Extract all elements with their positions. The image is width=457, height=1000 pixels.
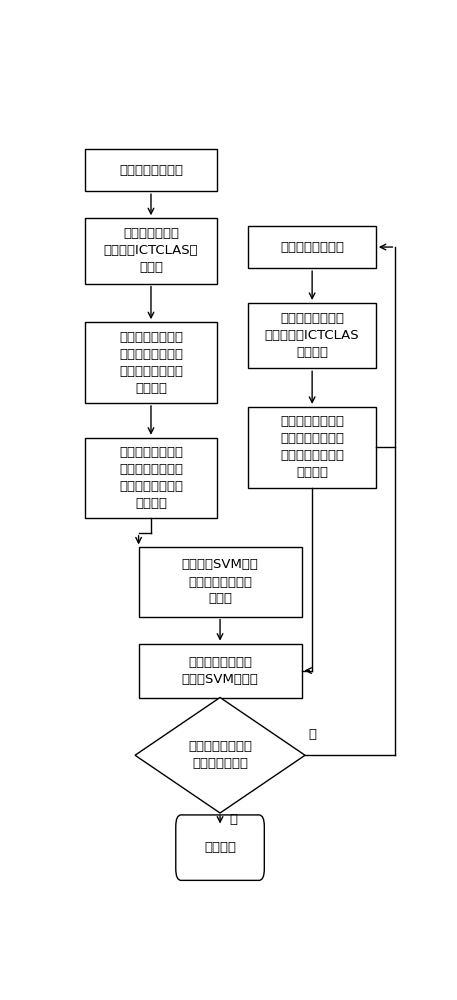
- Text: 计算出每个特征词
条的权重，并用向
量空间模型来表示
文本数据: 计算出每个特征词 条的权重，并用向 量空间模型来表示 文本数据: [280, 415, 344, 479]
- Text: 对检查文本预处
理，使用ICTCLAS进
行分词: 对检查文本预处 理，使用ICTCLAS进 行分词: [104, 227, 198, 274]
- Bar: [249, 303, 376, 368]
- Text: 对检查文本数据预
处理，使用ICTCLAS
进行分词: 对检查文本数据预 处理，使用ICTCLAS 进行分词: [265, 312, 360, 359]
- Text: 是否完成所有检查
文本数据分类？: 是否完成所有检查 文本数据分类？: [188, 740, 252, 770]
- Text: 对向量空间模型中
的特征词条进行特
征选择处理，达到
降维目的: 对向量空间模型中 的特征词条进行特 征选择处理，达到 降维目的: [119, 446, 183, 510]
- Bar: [85, 322, 217, 403]
- Polygon shape: [135, 698, 305, 813]
- Bar: [85, 149, 217, 191]
- Bar: [249, 407, 376, 488]
- Text: 完成分类: 完成分类: [204, 841, 236, 854]
- Text: 否: 否: [308, 728, 317, 741]
- Bar: [249, 226, 376, 268]
- Text: 构建两类SVM分类
器，得出其最优分
类函数: 构建两类SVM分类 器，得出其最优分 类函数: [181, 558, 259, 605]
- Bar: [138, 644, 302, 698]
- FancyBboxPatch shape: [176, 815, 264, 880]
- Text: 是: 是: [229, 813, 237, 826]
- Bar: [138, 547, 302, 617]
- Text: 计算出每个特征词
条的权重，并用向
量空间模型来表示
检查文本: 计算出每个特征词 条的权重，并用向 量空间模型来表示 检查文本: [119, 331, 183, 395]
- Bar: [85, 438, 217, 518]
- Text: 使用二叉树模型构
建多类SVM分类器: 使用二叉树模型构 建多类SVM分类器: [181, 656, 259, 686]
- Text: 获取训练样本数据: 获取训练样本数据: [119, 164, 183, 177]
- Bar: [85, 218, 217, 284]
- Text: 获取测试样本数据: 获取测试样本数据: [280, 241, 344, 254]
